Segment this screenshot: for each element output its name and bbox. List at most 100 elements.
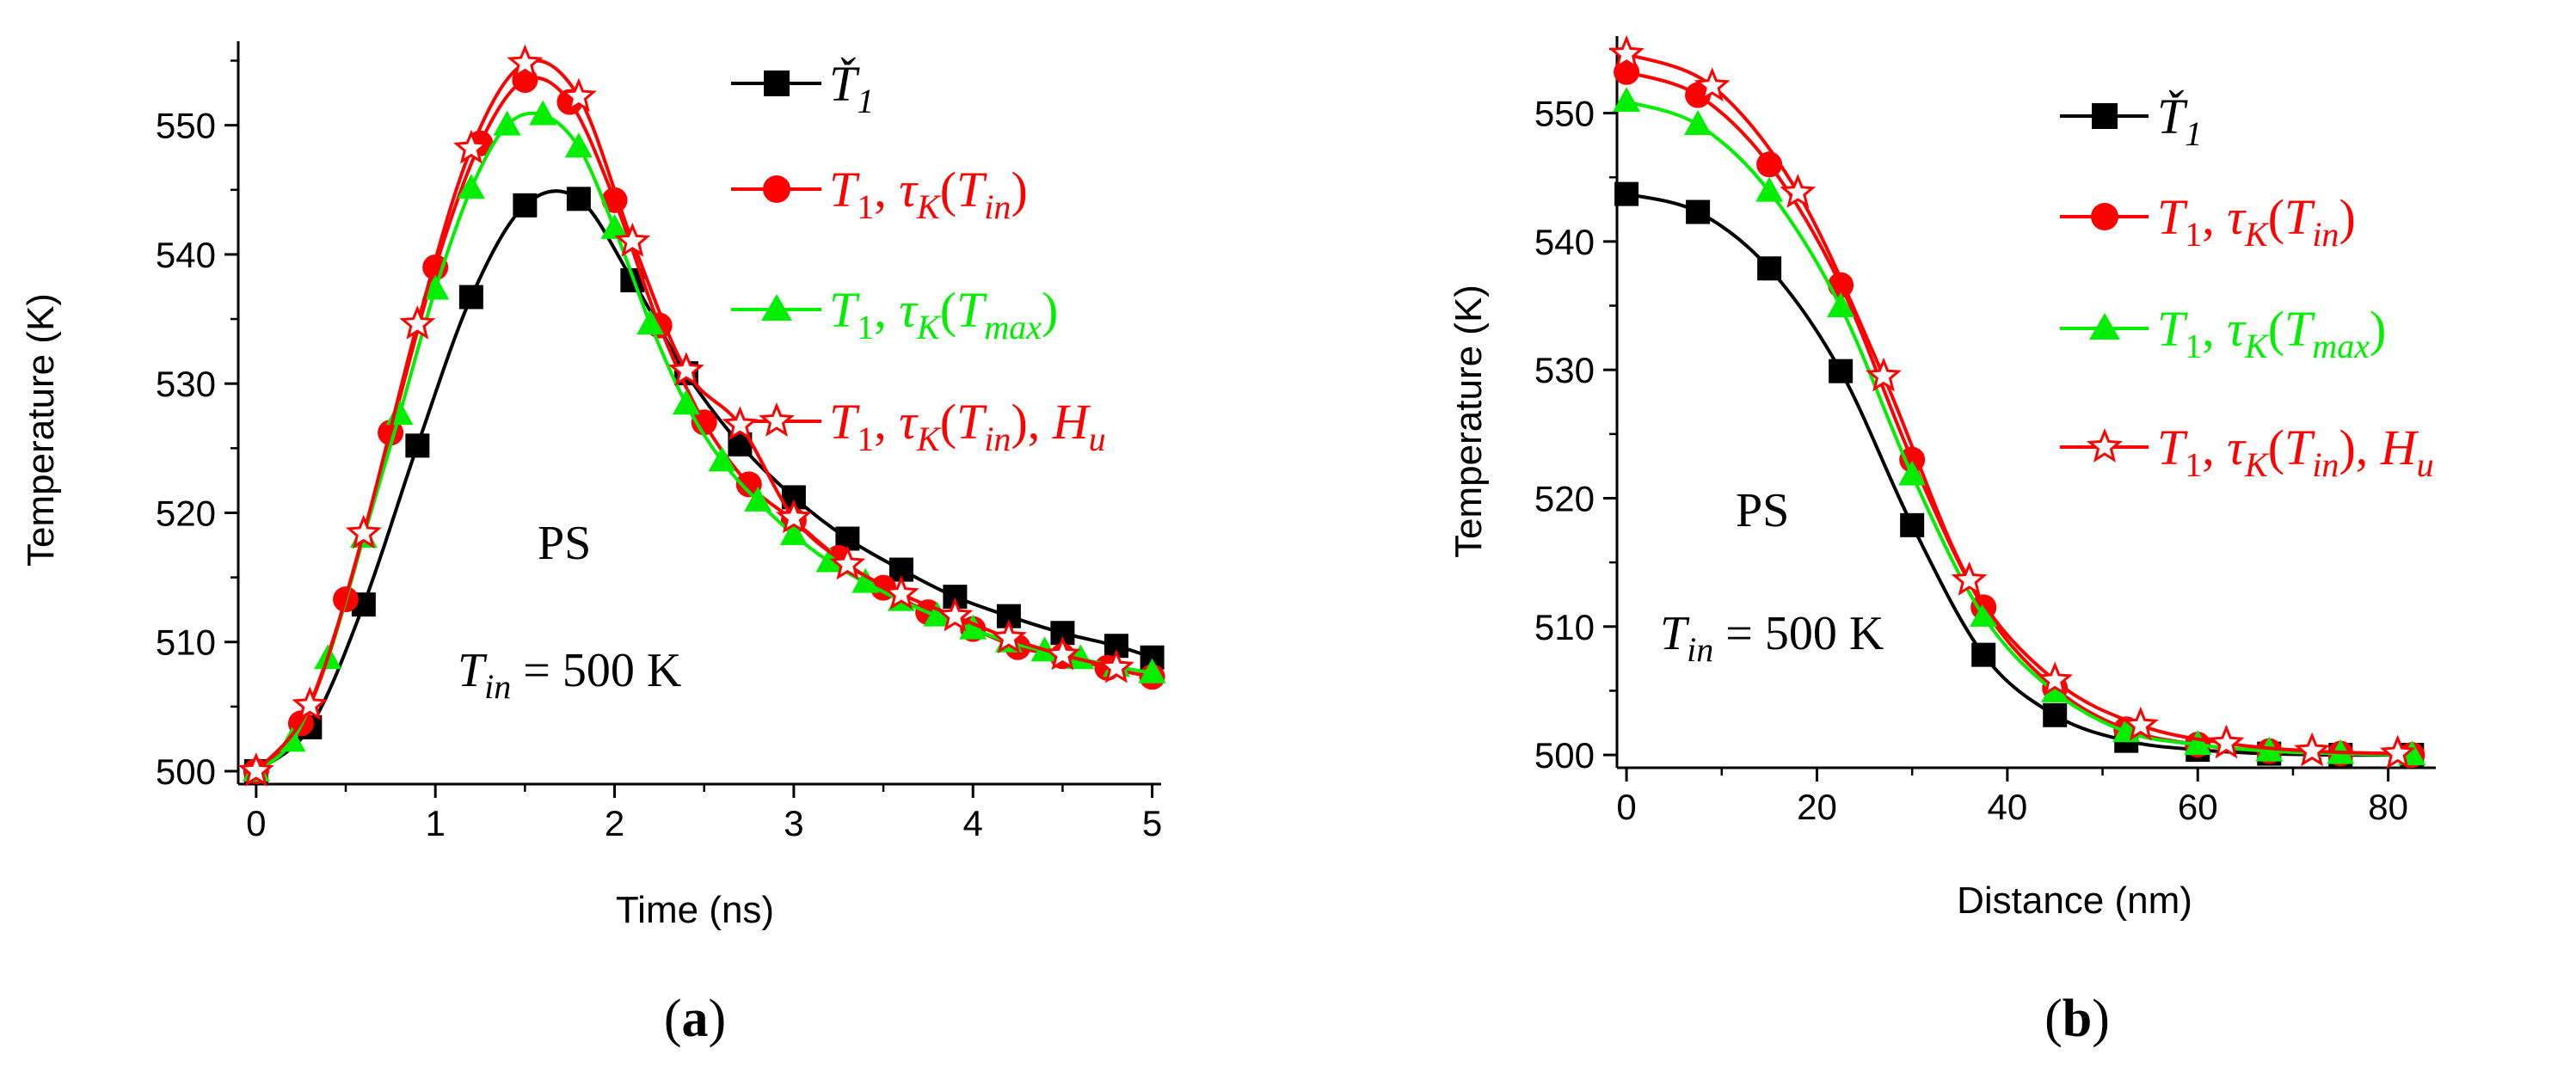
data-point [1755,176,1784,202]
y-tick-label: 550 [1534,94,1595,134]
tin-annotation-b: Tin = 500 K [1660,607,1884,669]
series-3 [242,100,1166,782]
x-tick-label: 60 [2178,787,2218,827]
y-tick-label: 540 [1534,222,1595,262]
data-point [883,575,919,610]
data-point [1613,87,1641,113]
legend-label: T1, τK(Tin) [829,162,1028,226]
legend-item-t1-tau-in-hu: T1, τK(Tin), Hu [2060,420,2434,484]
panel-label-b: (b) [2044,990,2110,1048]
data-point [1829,359,1854,383]
data-point [1951,561,1988,596]
data-point [457,174,485,199]
data-point [513,193,538,218]
data-point [385,400,414,426]
data-point [2043,702,2068,727]
data-point [744,486,772,512]
material-annotation-a: PS [538,517,591,570]
x-tick-label: 40 [1988,787,2028,827]
data-point [959,614,987,640]
data-point [1780,174,1817,208]
y-axis-title-a: Temperature (K) [20,293,62,567]
legend-label: T1, τK(Tmax) [2157,301,2386,365]
chart-panel-b: Temperature (K) Distance (nm) PS Tin = 5… [1448,34,2436,1048]
x-tick-label: 80 [2368,787,2408,827]
y-tick-label: 530 [156,364,216,404]
series-4 [1608,34,2416,769]
legend-item-t1-check: Ť1 [731,56,874,120]
data-point [1898,460,1927,486]
data-point [600,213,629,239]
data-point [1098,648,1134,684]
data-point [292,686,329,721]
legend-label: T1, τK(Tin), Hu [829,394,1106,458]
x-tick-label: 0 [1616,787,1636,827]
legend-item-t1-tau-max: T1, τK(Tmax) [731,282,1058,346]
data-point [1044,635,1081,671]
panel-label-a: (a) [664,990,726,1048]
series-line [255,189,1153,773]
data-point [1694,67,1731,102]
tin-value: = 500 K [511,644,681,697]
data-point [2184,730,2212,756]
axes-b: 0 20 40 60 80 500 510 520 530 540 550 [1534,36,2436,827]
data-point [1757,256,1782,281]
y-tick-label: 500 [156,751,216,792]
data-point [1971,642,1996,667]
data-point [851,567,880,593]
x-tick-label: 3 [784,803,803,843]
x-tick-label: 20 [1797,787,1837,827]
y-axis-title-b: Temperature (K) [1448,285,1490,558]
data-point [1686,199,1711,224]
data-point [405,433,430,458]
data-point [735,471,762,498]
y-tick-label: 540 [156,235,216,275]
x-axis-title-a: Time (ns) [616,889,774,931]
axes-a: 0 1 2 3 4 5 500 510 520 530 540 550 [156,41,1162,843]
data-point [722,406,759,440]
data-point [2208,724,2245,759]
legend-item-t1-tau-in: T1, τK(Tin) [2060,189,2356,254]
legend-label: T1, τK(Tmax) [829,282,1058,346]
data-point [560,77,597,113]
data-point [614,222,651,257]
legend-item-t1-tau-in: T1, τK(Tin) [731,162,1028,226]
legend-label: T1, τK(Tin), Hu [2157,420,2434,484]
legend-label: T1, τK(Tin) [2157,189,2356,254]
y-tick-label: 500 [1534,735,1595,776]
data-point [2379,734,2416,769]
data-point [1866,357,1902,392]
data-point [2037,661,2074,696]
data-point [779,519,808,545]
material-annotation-b: PS [1736,484,1789,537]
x-tick-label: 0 [246,803,266,843]
tin-value: = 500 K [1713,607,1884,660]
data-point [1684,110,1712,136]
x-tick-label: 4 [963,803,983,843]
data-point [1827,292,1855,318]
data-point [708,446,736,472]
x-tick-label: 2 [605,803,624,843]
legend-a: Ť1 T1, τK(Tin) T1, τK(Tmax) T1, τK(Tin),… [731,56,1106,458]
y-tick-label: 510 [1534,607,1595,647]
data-point [776,499,812,534]
data-point [1900,512,1925,537]
data-point [1138,658,1166,684]
legend-item-t1-check: Ť1 [2060,89,2202,153]
legend-item-t1-tau-in-hu: T1, τK(Tin), Hu [731,394,1106,458]
y-tick-label: 550 [156,106,216,146]
data-point [829,545,866,580]
data-point [237,752,274,787]
x-axis-title-b: Distance (nm) [1957,880,2192,922]
data-point [458,285,483,310]
legend-label: Ť1 [829,56,874,120]
x-tick-label: 1 [426,803,446,843]
data-point [691,409,717,436]
data-point [507,44,544,79]
data-point [2041,677,2069,702]
data-point [493,110,521,136]
data-point [2122,706,2159,741]
tin-symbol: T [1660,607,1690,660]
data-point [815,547,844,573]
data-point [1970,601,1998,627]
